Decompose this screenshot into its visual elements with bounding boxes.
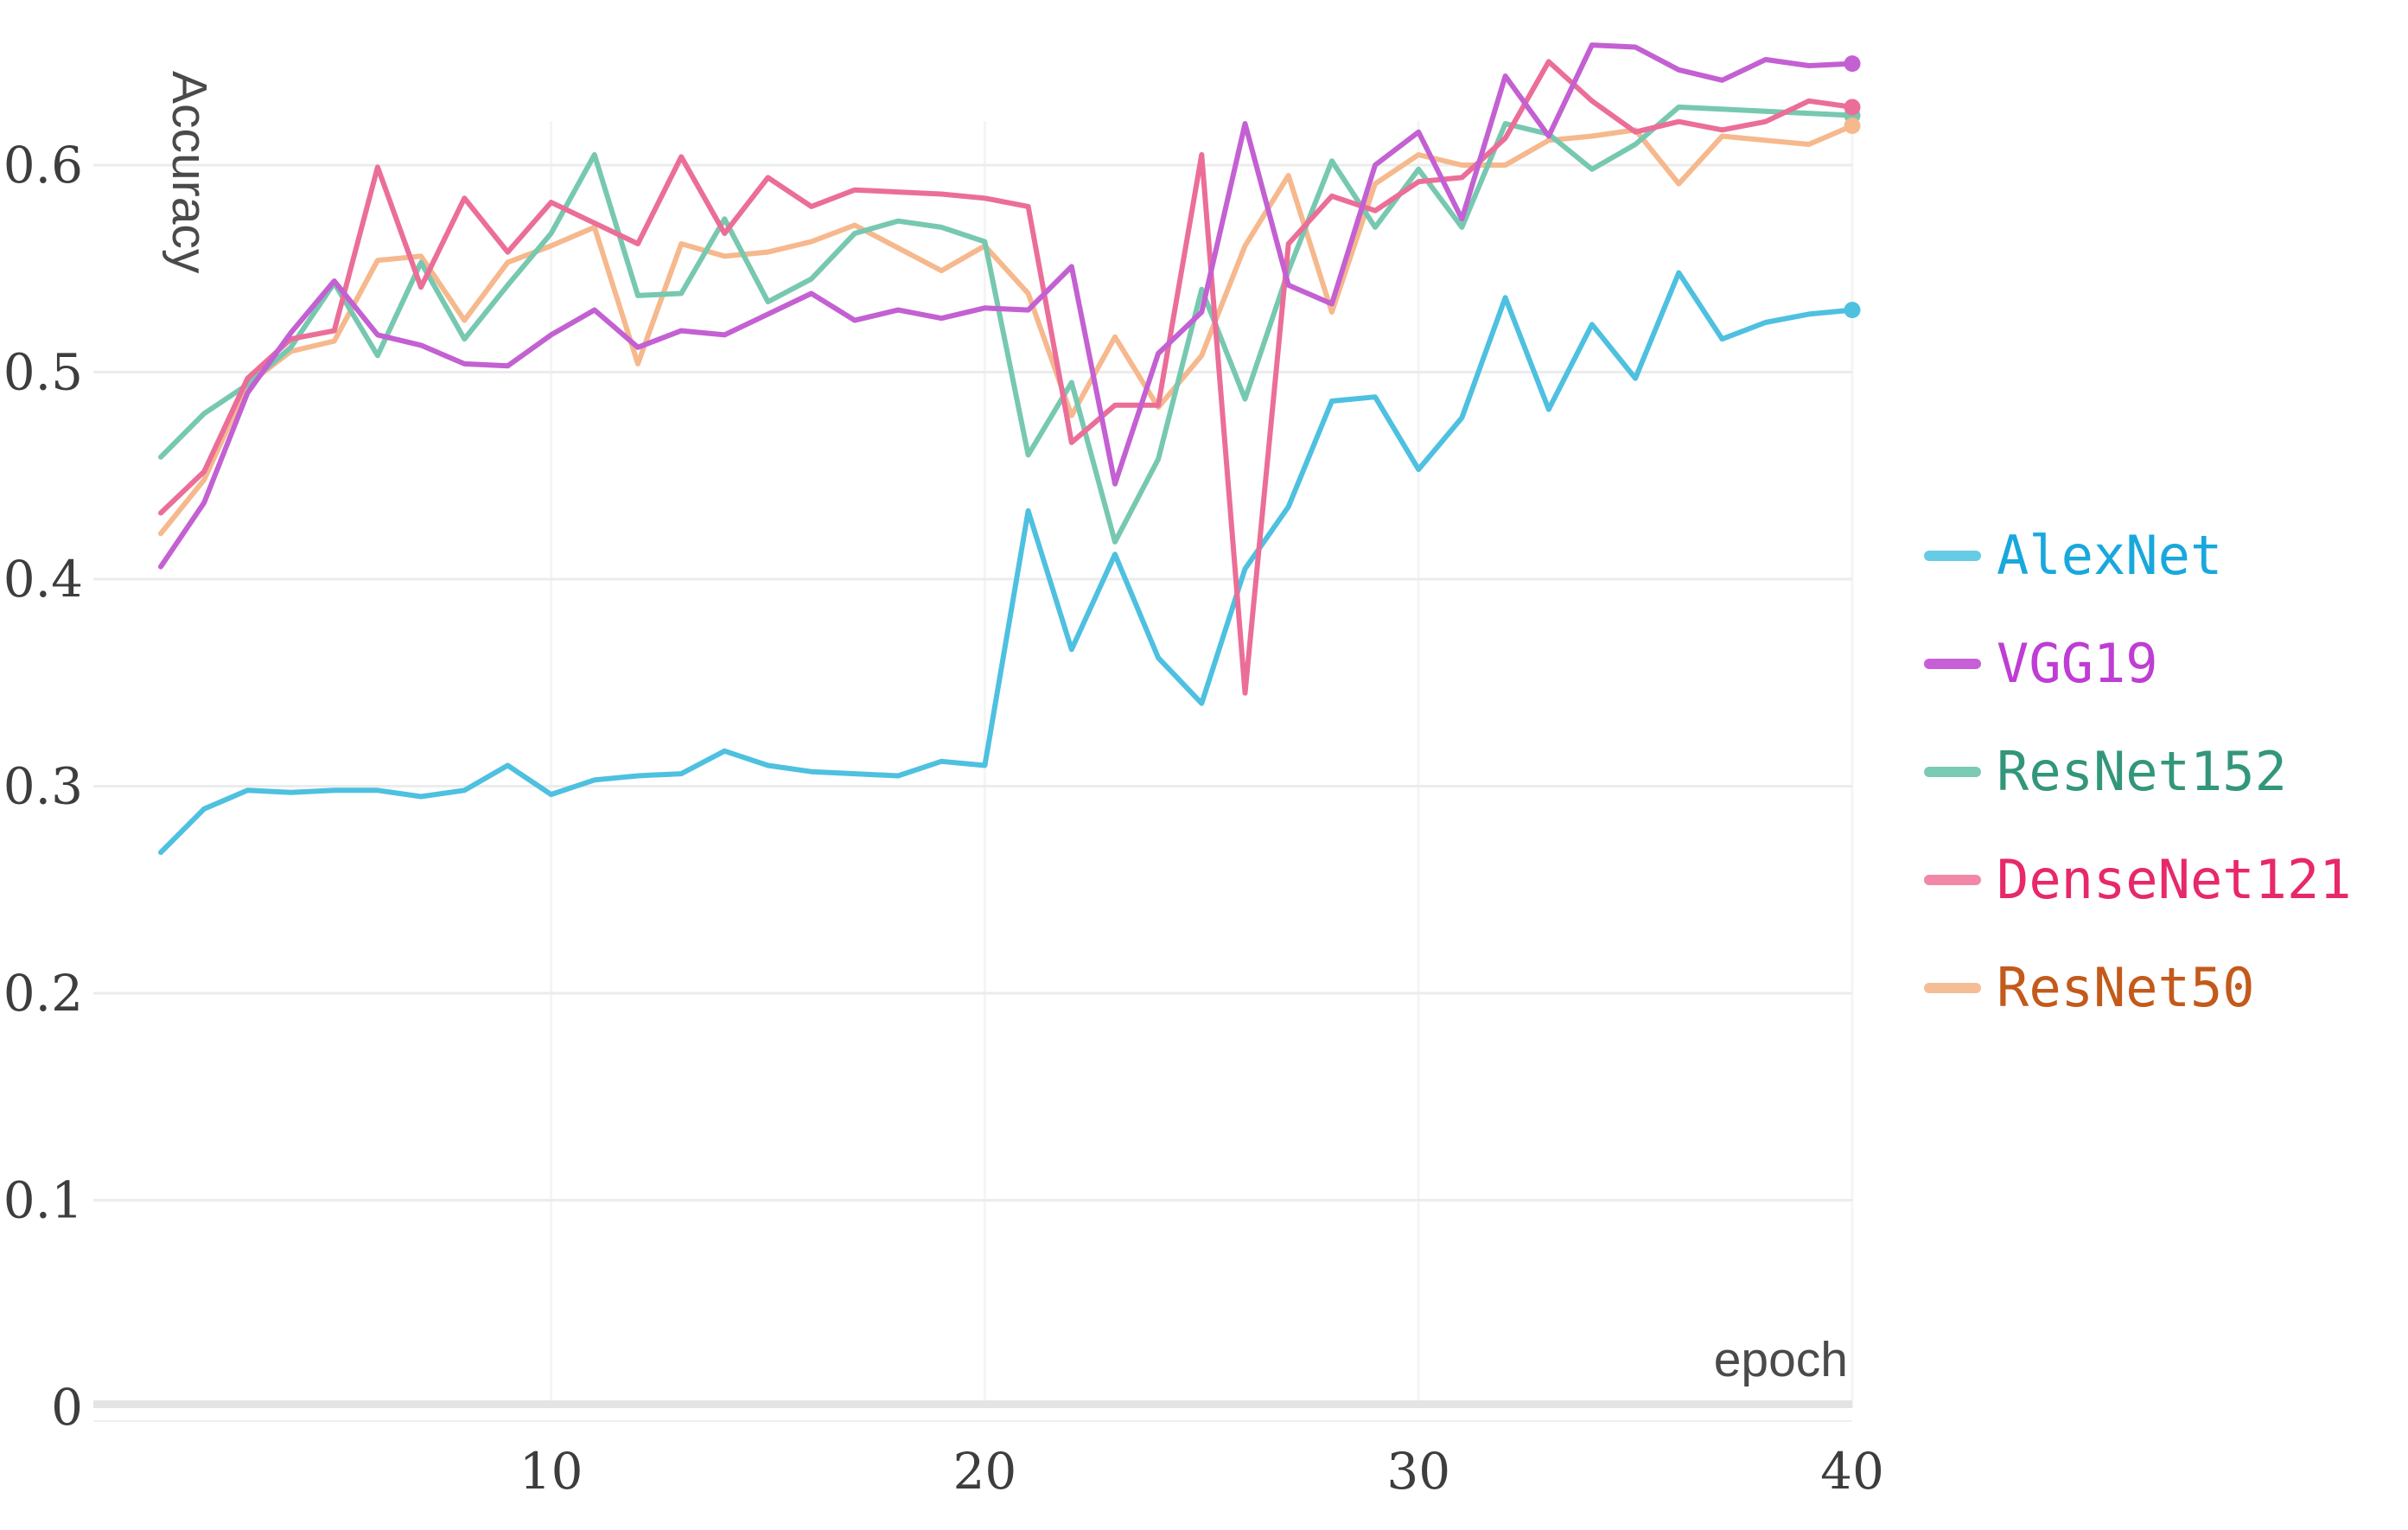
series-line-densenet121[interactable] <box>158 59 1855 696</box>
legend-label-resnet152: ResNet152 <box>1997 740 2287 803</box>
y-axis-title: Accuracy <box>162 71 217 274</box>
series-end-dot-alexnet <box>1844 302 1861 319</box>
series-layer <box>158 42 1861 856</box>
y-tick-label: 0.4 <box>3 550 83 609</box>
legend-label-alexnet: AlexNet <box>1997 524 2222 587</box>
series-line-vgg19[interactable] <box>158 42 1855 570</box>
series-line-resnet152[interactable] <box>158 104 1855 545</box>
legend-label-densenet121: DenseNet121 <box>1997 848 2352 911</box>
axis-layer: 0 0.1 0.2 0.3 0.4 0.5 0.6 10 20 30 40 <box>3 136 1884 1501</box>
x-tick-label: 30 <box>1386 1442 1450 1501</box>
legend-item-resnet152[interactable]: ResNet152 <box>1924 740 2287 803</box>
series-end-dot-vgg19 <box>1844 55 1861 73</box>
legend-label-vgg19: VGG19 <box>1997 632 2158 695</box>
y-tick-label: 0.3 <box>3 757 83 816</box>
legend-item-resnet50[interactable]: ResNet50 <box>1924 956 2255 1019</box>
legend-item-vgg19[interactable]: VGG19 <box>1924 632 2158 695</box>
series-end-dot-resnet50 <box>1844 117 1861 134</box>
legend-swatch-alexnet <box>1924 551 1981 561</box>
legend-swatch-resnet152 <box>1924 767 1981 777</box>
legend-swatch-resnet50 <box>1924 983 1981 993</box>
x-tick-label: 20 <box>953 1442 1017 1501</box>
legend-swatch-densenet121 <box>1924 875 1981 885</box>
y-tick-label: 0.2 <box>3 964 83 1023</box>
legend-item-alexnet[interactable]: AlexNet <box>1924 524 2222 587</box>
y-tick-label: 0 <box>51 1378 83 1437</box>
y-tick-label: 0.5 <box>3 343 83 402</box>
x-axis-title: epoch <box>1714 1332 1848 1387</box>
grid-layer <box>93 121 1854 1422</box>
x-tick-label: 40 <box>1820 1442 1884 1501</box>
legend-swatch-vgg19 <box>1924 659 1981 669</box>
series-line-resnet50[interactable] <box>158 123 1855 537</box>
x-axis-line <box>93 1400 1852 1408</box>
legend-label-resnet50: ResNet50 <box>1997 956 2255 1019</box>
y-tick-label: 0.6 <box>3 136 83 194</box>
y-tick-label: 0.1 <box>3 1171 83 1230</box>
legend-item-densenet121[interactable]: DenseNet121 <box>1924 848 2352 911</box>
legend: AlexNet VGG19 ResNet152 DenseNet121 ResNet50 <box>1924 524 2352 1019</box>
series-line-alexnet[interactable] <box>158 270 1855 856</box>
series-end-dot-densenet121 <box>1844 99 1861 116</box>
x-tick-label: 10 <box>519 1442 583 1501</box>
